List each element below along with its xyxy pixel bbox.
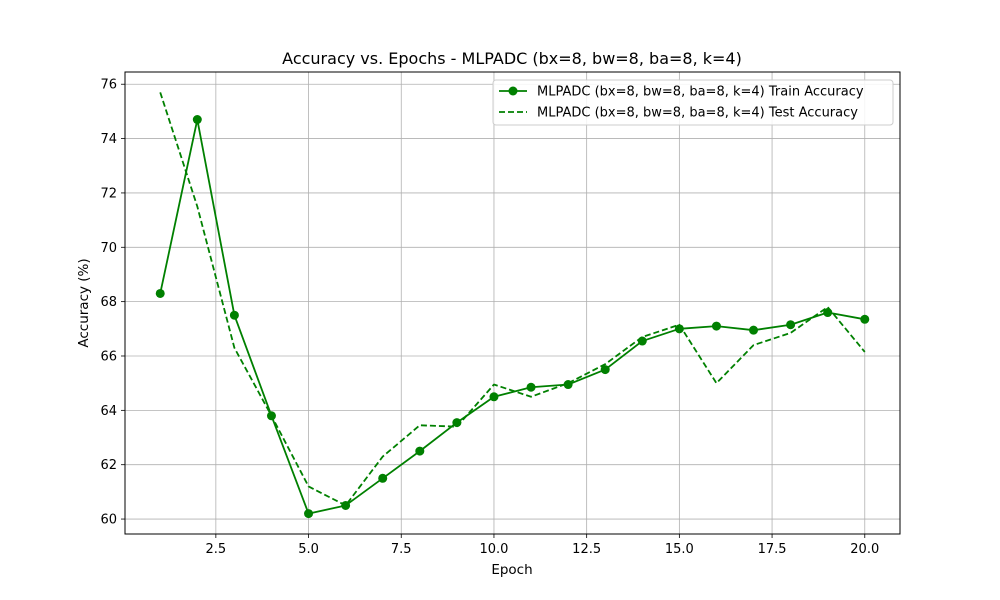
legend-label-train: MLPADC (bx=8, bw=8, ba=8, k=4) Train Acc… xyxy=(537,85,864,100)
x-tick-label: 15.0 xyxy=(665,542,694,557)
y-tick-label: 70 xyxy=(100,241,117,256)
y-tick-label: 62 xyxy=(100,458,117,473)
train-accuracy-point xyxy=(304,509,313,518)
x-tick-label: 20.0 xyxy=(850,542,879,557)
train-accuracy-point xyxy=(193,115,202,124)
chart-title: Accuracy vs. Epochs - MLPADC (bx=8, bw=8… xyxy=(282,49,742,68)
x-axis: 2.5 5.0 7.5 10.0 12.5 15.0 17.5 20.0 xyxy=(206,534,880,557)
x-tick-label: 7.5 xyxy=(391,542,412,557)
train-accuracy-point xyxy=(489,392,498,401)
x-tick-label: 2.5 xyxy=(206,542,227,557)
train-accuracy-point xyxy=(527,383,536,392)
y-tick-label: 64 xyxy=(100,404,117,419)
x-tick-label: 17.5 xyxy=(758,542,787,557)
x-tick-label: 10.0 xyxy=(479,542,508,557)
legend-label-test: MLPADC (bx=8, bw=8, ba=8, k=4) Test Accu… xyxy=(537,106,858,121)
grid xyxy=(125,72,900,534)
y-tick-label: 74 xyxy=(100,132,117,147)
x-axis-label: Epoch xyxy=(491,562,532,578)
train-accuracy-point xyxy=(712,322,721,331)
train-accuracy-point xyxy=(230,311,239,320)
legend-marker-train xyxy=(509,87,518,96)
train-accuracy-point xyxy=(749,326,758,335)
train-accuracy-line xyxy=(160,120,865,514)
y-tick-label: 66 xyxy=(100,349,117,364)
train-accuracy-point xyxy=(156,289,165,298)
y-tick-label: 72 xyxy=(100,186,117,201)
y-axis: 60 62 64 66 68 70 72 74 76 xyxy=(100,78,125,528)
train-accuracy-point xyxy=(415,447,424,456)
y-tick-label: 68 xyxy=(100,295,117,310)
legend: MLPADC (bx=8, bw=8, ba=8, k=4) Train Acc… xyxy=(493,80,893,125)
x-tick-label: 5.0 xyxy=(298,542,319,557)
train-accuracy-point xyxy=(860,315,869,324)
train-accuracy-point xyxy=(378,474,387,483)
series-layer xyxy=(156,92,870,518)
y-tick-label: 60 xyxy=(100,513,117,528)
test-accuracy-line xyxy=(160,92,865,505)
y-axis-label: Accuracy (%) xyxy=(76,258,92,347)
y-tick-label: 76 xyxy=(100,78,117,93)
x-tick-label: 12.5 xyxy=(572,542,601,557)
train-accuracy-point xyxy=(786,320,795,329)
